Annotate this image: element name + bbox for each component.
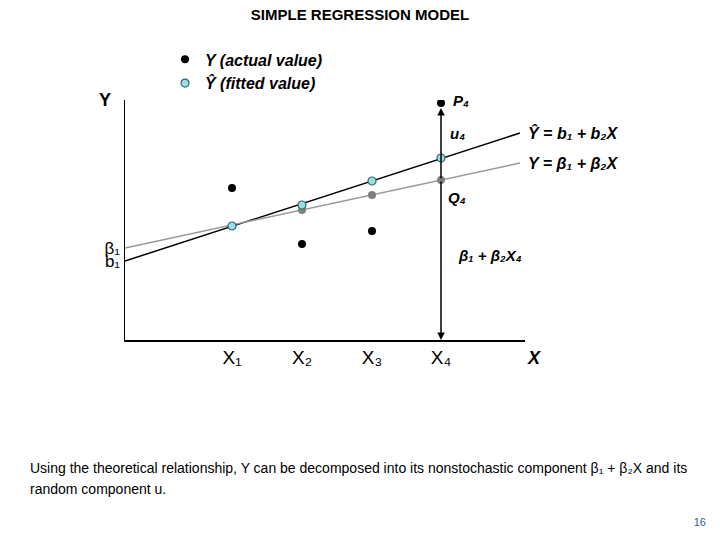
svg-text:P₄: P₄ [453,92,469,109]
svg-text:b₁: b₁ [105,252,120,271]
svg-text:X₃: X₃ [362,347,382,368]
svg-text:Y = β₁ + β₂X: Y = β₁ + β₂X [528,155,618,172]
svg-text:Q₄: Q₄ [448,189,466,206]
svg-text:SIMPLE REGRESSION MODEL: SIMPLE REGRESSION MODEL [251,6,469,23]
svg-text:X₄: X₄ [431,347,452,368]
svg-text:β₁: β₁ [105,239,121,258]
svg-text:u₄: u₄ [450,125,465,142]
svg-text:Y: Y [99,90,111,110]
html-text:Using the theoretical relation: Using the theoretical relationship, Y ca… [30,460,688,497]
svg-text:Y (actual value): Y (actual value) [205,52,322,69]
svg-text:X: X [527,348,541,368]
svg-text:β₁ + β₂X₄: β₁ + β₂X₄ [458,247,522,264]
svg-text:X₁: X₁ [222,347,241,368]
svg-text:Ŷ (fitted value): Ŷ (fitted value) [205,74,315,92]
svg-text:X₂: X₂ [292,347,312,368]
html-text:16: 16 [693,516,706,528]
svg-text:Ŷ = b₁ + b₂X: Ŷ = b₁ + b₂X [528,124,618,142]
